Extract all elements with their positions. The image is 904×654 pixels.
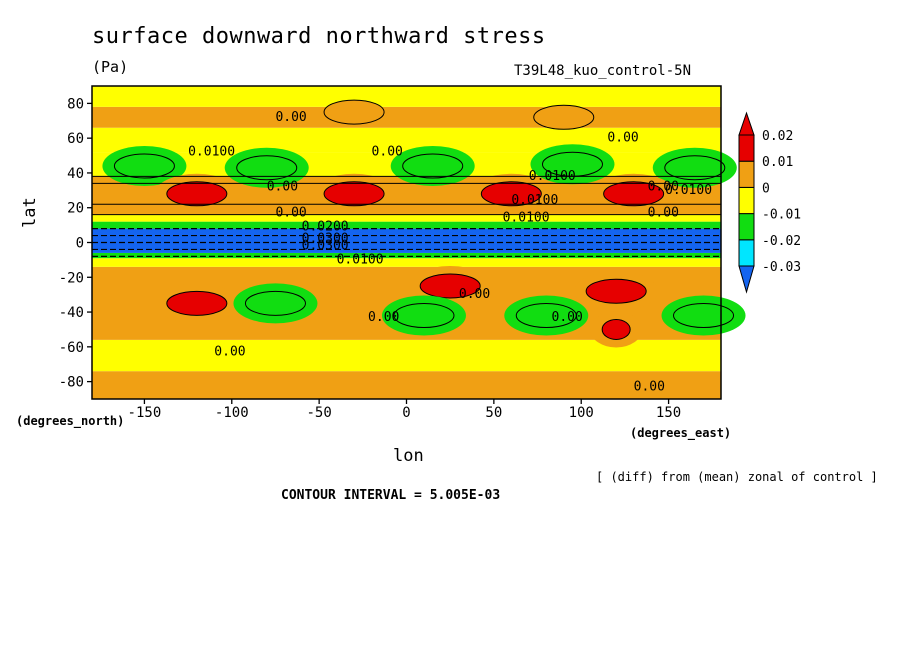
contour-label: 0.00 [648,205,679,220]
y-tick-label: 20 [67,201,84,217]
x-tick-label: 0 [402,405,410,421]
contour-label: 0.00 [275,205,306,220]
colorbar-label: -0.02 [762,234,801,249]
contour-label: 0.00 [372,145,403,160]
field-band-6 [92,221,721,229]
x-tick-label: -100 [215,405,249,421]
field-feature-9 [166,290,228,316]
colorbar-over-triangle [738,111,755,136]
x-tick-label: 150 [656,405,681,421]
x-tick-label: -150 [128,405,162,421]
contour-label: 0.0300 [302,238,349,253]
colorbar-label: 0 [762,181,770,196]
field-band-3 [92,258,721,267]
colorbar-segment [738,213,755,241]
colorbar-label: -0.01 [762,208,801,223]
y-tick-label: 60 [67,131,84,147]
field-feature-4 [664,155,726,181]
y-axis-label: lat [20,197,40,228]
field-feature-10 [419,273,481,299]
footnote: [ (diff) from (mean) zonal of control ] [596,470,878,484]
field-feature-7 [480,181,542,207]
contour-label: 0.0200 [302,219,349,234]
x-axis-label: lon [393,446,424,466]
contour-label: 0.00 [459,287,490,302]
field-feature-17 [323,99,385,125]
contour-label: 0.0100 [511,193,558,208]
contour-label: 0.00 [368,310,399,325]
contour-label: 0.00 [648,179,679,194]
colorbar-label: 0.02 [762,129,793,144]
y-tick-label: 80 [67,96,84,112]
contour-label: 0.00 [267,179,298,194]
field-feature-1 [236,155,298,181]
contour-label: 0.0100 [665,183,712,198]
run-label: T39L48_kuo_control-5N [514,63,692,79]
colorbar-segment [738,186,755,215]
y-axis-units: (degrees_north) [16,414,125,428]
x-tick-label: -50 [306,405,331,421]
y-tick-label: -20 [59,270,84,286]
field-band-12 [92,127,721,153]
field-feature-2 [402,153,464,179]
colorbar-label: -0.03 [762,260,801,275]
chart-units: (Pa) [92,58,129,76]
contour-label: 0.0100 [503,211,550,226]
field-band-14 [92,86,721,107]
contour-label: 0.00 [634,379,665,394]
x-axis-units: (degrees_east) [630,426,732,440]
x-tick-label: 100 [569,405,594,421]
field-band-0 [92,371,721,399]
colorbar-segment [738,239,755,267]
y-tick-label: 40 [67,166,84,182]
field-band-13 [92,106,721,128]
field-band-9 [92,183,721,205]
field-feature-8 [603,181,665,207]
contour-label: 0.0100 [188,145,235,160]
field-feature-0 [113,153,175,179]
contour-label: 0.0100 [337,252,384,267]
field-feature-5 [166,181,228,207]
colorbar-segment [738,160,755,188]
contour-interval: CONTOUR INTERVAL = 5.005E-03 [281,488,501,503]
field-feature-6 [323,181,385,207]
y-tick-label: -40 [59,305,84,321]
colorbar-under-triangle [738,265,755,294]
field-feature-14 [393,303,455,329]
chart-title: surface downward northward stress [92,24,546,49]
y-tick-label: -60 [59,340,84,356]
field-feature-11 [601,318,631,340]
y-tick-label: -80 [59,375,84,391]
contour-label: 0.00 [275,110,306,125]
field-feature-13 [244,290,306,316]
contour-label: 0.00 [214,345,245,360]
contour-label: 0.0300 [302,232,349,247]
field-feature-15 [515,303,577,329]
colorbar-segment [738,134,755,162]
field-feature-16 [673,303,735,329]
field-band-4 [92,252,721,259]
colorbar-label: 0.01 [762,155,793,170]
field-feature-12 [585,278,647,304]
field-feature-18 [533,104,595,130]
contour-label: 0.0100 [529,169,576,184]
x-tick-label: 50 [485,405,502,421]
field-band-8 [92,204,721,215]
contour-label: 0.00 [552,310,583,325]
field-band-7 [92,214,721,222]
contour-label: 0.00 [607,131,638,146]
y-tick-label: 0 [76,236,84,252]
